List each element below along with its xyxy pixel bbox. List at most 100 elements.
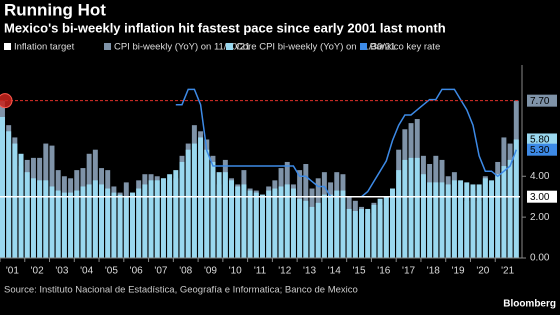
bar <box>142 184 148 258</box>
bar <box>136 188 142 258</box>
bar <box>179 161 185 258</box>
x-tick-label: '06 <box>130 266 143 277</box>
value-label: 5.30 <box>530 145 550 156</box>
bar <box>6 131 12 258</box>
legend-label: Banxico key rate <box>370 42 440 53</box>
bar <box>130 192 135 258</box>
bar <box>43 180 49 258</box>
bar <box>352 211 358 258</box>
bar <box>160 178 166 258</box>
bar <box>303 200 309 258</box>
bar <box>433 182 439 258</box>
x-tick-label: '01 <box>6 266 19 277</box>
bar <box>216 172 222 258</box>
bar <box>365 208 371 258</box>
bar <box>111 192 117 258</box>
bar <box>445 184 451 258</box>
source: Source: Instituto Nacional de Estadístic… <box>4 285 358 296</box>
x-tick-label: '19 <box>452 266 465 277</box>
legend-label: Core CPI bi-weekly (YoY) on 11/30/21 <box>236 42 395 53</box>
bar <box>12 143 18 258</box>
x-tick-label: '13 <box>303 266 316 277</box>
bar <box>86 184 92 258</box>
bar <box>427 182 433 258</box>
bar <box>266 190 272 258</box>
bar <box>402 159 408 258</box>
value-box <box>527 190 557 203</box>
legend-swatch <box>4 43 11 50</box>
x-tick-label: '17 <box>402 266 415 277</box>
bar <box>408 157 414 258</box>
value-box <box>527 133 557 146</box>
bar <box>340 190 346 258</box>
bar <box>346 208 352 258</box>
bar <box>92 180 98 258</box>
x-tick-label: '07 <box>154 266 167 277</box>
x-tick-label: '12 <box>278 266 291 277</box>
bar <box>284 184 290 258</box>
bar <box>30 178 36 258</box>
bar <box>24 172 30 258</box>
bar <box>18 153 24 258</box>
bar <box>439 182 445 258</box>
bar <box>458 180 464 258</box>
legend-swatch <box>360 43 367 50</box>
bar <box>297 198 303 258</box>
x-tick-label: '16 <box>377 266 390 277</box>
value-label: 5.80 <box>530 135 550 146</box>
bar <box>278 186 284 258</box>
x-tick-label: '10 <box>229 266 242 277</box>
bar <box>148 180 154 258</box>
bar <box>383 196 389 258</box>
x-tick-label: '02 <box>31 266 44 277</box>
bar <box>464 182 470 258</box>
bar <box>377 198 383 258</box>
bar <box>49 186 55 258</box>
bar <box>309 206 315 258</box>
value-label: 7.70 <box>530 96 550 107</box>
x-tick-label: '05 <box>105 266 118 277</box>
bar <box>80 186 86 258</box>
chart-title: Running Hot <box>4 0 106 19</box>
bar <box>74 190 80 258</box>
bar <box>260 194 265 258</box>
bar <box>198 137 204 258</box>
bar <box>222 172 228 258</box>
bar <box>173 170 179 258</box>
bar <box>37 180 43 258</box>
bar <box>68 192 74 258</box>
bar <box>507 159 513 258</box>
bar <box>105 188 111 258</box>
value-box <box>527 143 557 156</box>
bar <box>501 166 507 258</box>
bar <box>229 180 234 258</box>
x-tick-label: '14 <box>328 266 341 277</box>
legend-swatch <box>104 43 111 50</box>
bar <box>191 143 197 258</box>
bar <box>390 188 395 258</box>
bar <box>185 149 191 258</box>
credit: Bloomberg <box>503 299 556 310</box>
bar <box>495 174 501 258</box>
bar <box>235 186 241 258</box>
x-tick-label: '11 <box>254 266 267 277</box>
bar <box>154 180 160 258</box>
bar <box>476 184 482 258</box>
bar <box>123 196 129 258</box>
x-tick-label: '08 <box>179 266 192 277</box>
x-tick-label: '15 <box>353 266 366 277</box>
chart-subtitle: Mexico's bi-weekly inflation hit fastest… <box>4 20 446 35</box>
bar <box>167 174 173 258</box>
x-tick-label: '20 <box>476 266 489 277</box>
bar <box>61 192 67 258</box>
bar <box>315 202 321 258</box>
value-box <box>527 94 557 107</box>
bar <box>210 161 216 258</box>
legend-swatch <box>226 43 233 50</box>
y-tick-label: 2.00 <box>530 212 550 223</box>
bar <box>482 178 488 258</box>
bar <box>489 180 494 258</box>
x-tick-label: '09 <box>204 266 217 277</box>
bar <box>451 180 457 258</box>
